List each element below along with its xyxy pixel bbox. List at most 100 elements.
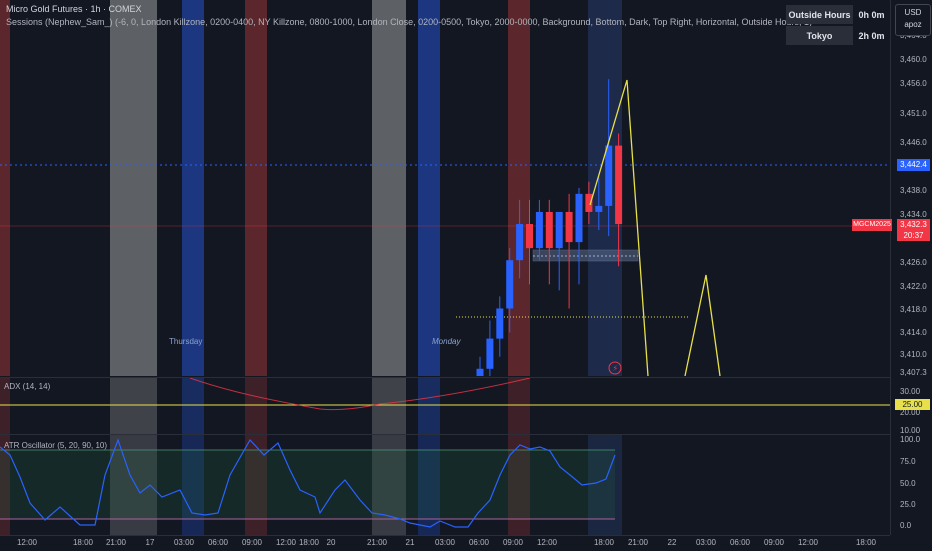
user-label: apoz [904,20,922,29]
adx-label[interactable]: ADX (14, 14) [4,382,51,391]
price-tick: 3,460.0 [900,55,927,64]
atr-tick: 25.0 [900,500,916,509]
atr-tick: 0.0 [900,521,912,530]
adx-tick: 20.00 [900,408,921,417]
day-label-thursday: Thursday [169,337,203,346]
session-time: 0h 0m [853,5,890,24]
session-name: Tokyo [786,26,853,45]
time-tick: 12:00 [16,538,38,547]
atr-line [0,438,616,528]
adx-tick: 30.00 [900,387,921,396]
sessions-table: Outside Hours 0h 0m Tokyo 2h 0m [786,5,890,47]
last-price-badge: 3,432.3 20:37 [897,219,930,241]
time-tick: 18:00 [855,538,877,547]
session-band-red [508,0,530,376]
time-tick: 03:00 [173,538,195,547]
atr-tick: 75.0 [900,457,916,466]
session-name: Outside Hours [786,5,853,24]
candle-body[interactable] [605,145,613,206]
candles-group [476,79,623,376]
time-tick: 09:00 [502,538,524,547]
session-row: Outside Hours 0h 0m [786,5,890,24]
time-tick: 20 [326,538,336,547]
time-tick: 03:00 [695,538,717,547]
time-tick: 18:00 [298,538,320,547]
price-tick: 3,426.0 [900,258,927,267]
time-tick: 18:00 [593,538,615,547]
session-band-blue [182,0,204,376]
zone-box [532,249,639,262]
time-tick: 12:00 [275,538,297,547]
time-tick: 09:00 [241,538,263,547]
candle-body[interactable] [506,260,514,309]
chart-title: Micro Gold Futures · 1h · COMEX [6,4,142,14]
session-band-grey [110,0,157,376]
projection-line [684,274,721,376]
session-band-red [245,0,267,376]
adx-pane[interactable]: ADX (14, 14) [0,377,890,434]
candle-body[interactable] [595,205,603,212]
candle-body[interactable] [526,224,533,249]
price-tick: 3,407.3 [900,368,927,377]
contract-badge: MGCM2025 [852,219,892,231]
last-price: 3,432.3 [900,220,927,229]
atr-tick: 100.0 [900,435,921,444]
time-tick: 18:00 [72,538,94,547]
day-label-monday: Monday [432,337,461,346]
session-row: Tokyo 2h 0m [786,26,890,45]
price-tick: 3,438.0 [900,186,927,195]
time-tick: 12:00 [797,538,819,547]
candle-body[interactable] [615,145,623,225]
session-band-red [0,0,10,376]
atr-tick: 50.0 [900,479,916,488]
adx-threshold-badge: 25.00 [895,399,930,410]
time-tick: 06:00 [729,538,751,547]
price-tick: 3,414.0 [900,328,927,337]
time-axis[interactable]: 12:00 18:00 21:00 17 03:00 06:00 09:00 1… [0,535,890,551]
indicator-legend[interactable]: Sessions (Nephew_Sam_) (-6, 0, London Ki… [6,17,812,27]
projection-line [589,79,649,376]
time-tick: 17 [145,538,155,547]
candle-body[interactable] [516,224,524,261]
time-tick: 22 [667,538,677,547]
price-axis[interactable]: 3,464.0 3,460.0 3,456.0 3,451.0 3,446.0 … [890,0,932,535]
time-tick: 03:00 [434,538,456,547]
candle-body[interactable] [585,193,593,212]
candle-body[interactable] [545,211,553,249]
session-band-blue [418,0,440,376]
adx-tick: 10.00 [900,426,921,435]
currency-label: USD [904,8,922,17]
time-tick: 06:00 [468,538,490,547]
marker-price-badge: 3,442.4 [897,159,930,171]
time-tick: 06:00 [207,538,229,547]
adx-line [189,378,531,411]
candle-body[interactable] [496,308,504,339]
candle-body[interactable] [575,193,583,243]
main-chart-pane[interactable]: ⚡ Micro Gold Futures · 1h · COMEX Sessio… [0,0,890,376]
currency-selector[interactable]: USD apoz [895,4,931,36]
price-tick: 3,410.0 [900,350,927,359]
candle-body[interactable] [565,211,573,243]
candle-body[interactable] [476,368,484,376]
session-time: 2h 0m [853,26,890,45]
svg-text:⚡: ⚡ [613,364,619,373]
atr-label[interactable]: ATR Oscillator (5, 20, 90, 10) [4,441,107,450]
time-tick: 12:00 [536,538,558,547]
candle-body[interactable] [486,338,494,369]
alert-icon [608,361,622,375]
time-tick: 21:00 [366,538,388,547]
price-tick: 3,418.0 [900,305,927,314]
time-tick: 09:00 [763,538,785,547]
price-tick: 3,422.0 [900,282,927,291]
price-tick: 3,434.0 [900,210,927,219]
candle-body[interactable] [555,211,563,249]
time-tick: 21:00 [627,538,649,547]
atr-pane[interactable]: ATR Oscillator (5, 20, 90, 10) [0,434,890,536]
countdown: 20:37 [903,231,924,240]
price-tick: 3,456.0 [900,79,927,88]
time-tick: 21:00 [105,538,127,547]
candle-body[interactable] [535,211,543,249]
price-tick: 3,446.0 [900,138,927,147]
chart-canvas[interactable]: ⚡ [0,0,890,376]
price-tick: 3,451.0 [900,109,927,118]
